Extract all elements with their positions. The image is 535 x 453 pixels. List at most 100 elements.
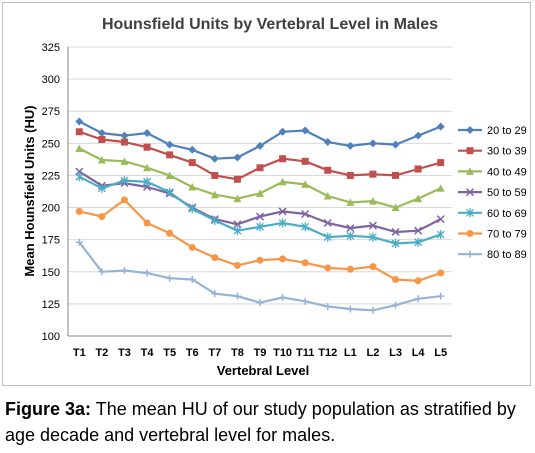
series-60-to-69 bbox=[75, 172, 445, 249]
x-tick-label: L3 bbox=[389, 347, 402, 359]
data-point bbox=[324, 264, 332, 272]
legend-marker bbox=[466, 147, 474, 155]
data-point bbox=[97, 156, 106, 164]
data-point bbox=[346, 224, 355, 233]
legend-label: 40 to 49 bbox=[487, 166, 527, 178]
x-tick-label: L2 bbox=[367, 347, 380, 359]
data-point bbox=[278, 177, 287, 186]
legend-entry: 80 to 89 bbox=[458, 249, 527, 261]
x-axis-ticks: T1 T2 T3 T4 T5 T6 T7 T8 T9 T10 T11 T12 L1 L2 L3 L4 L5 bbox=[73, 347, 447, 359]
x-tick-label: T8 bbox=[231, 347, 244, 359]
legend-label: 80 to 89 bbox=[487, 249, 527, 261]
data-point bbox=[143, 143, 151, 151]
x-tick-label: T1 bbox=[73, 347, 86, 359]
series-40-to-49 bbox=[75, 144, 445, 212]
x-tick-label: T10 bbox=[273, 347, 292, 359]
legend-label: 50 to 59 bbox=[487, 187, 527, 199]
x-tick-label: T5 bbox=[163, 347, 176, 359]
data-point bbox=[165, 187, 174, 197]
y-tick-label: 100 bbox=[42, 331, 60, 343]
data-point bbox=[255, 212, 265, 221]
series-line bbox=[78, 147, 442, 209]
data-point bbox=[233, 175, 241, 183]
legend-label: 30 to 39 bbox=[487, 146, 527, 158]
data-point bbox=[414, 226, 423, 235]
data-point bbox=[301, 209, 310, 219]
caption-text: The mean HU of our study population as s… bbox=[5, 399, 516, 445]
data-point bbox=[166, 229, 174, 237]
y-tick-label: 200 bbox=[42, 203, 60, 215]
legend-marker bbox=[466, 167, 474, 175]
data-point bbox=[98, 213, 106, 221]
data-point bbox=[75, 117, 84, 126]
data-point bbox=[346, 198, 355, 206]
series-line bbox=[78, 120, 442, 160]
data-point bbox=[165, 171, 174, 179]
data-point bbox=[391, 227, 400, 236]
data-point bbox=[143, 129, 152, 138]
data-point bbox=[368, 232, 377, 242]
data-point bbox=[75, 207, 83, 215]
data-point bbox=[346, 171, 354, 179]
data-point bbox=[414, 131, 423, 140]
series-80-to-89 bbox=[75, 238, 445, 314]
x-tick-label: L5 bbox=[434, 347, 447, 359]
data-point bbox=[301, 222, 310, 232]
series-20-to-29 bbox=[75, 117, 445, 163]
y-tick-label: 300 bbox=[42, 74, 60, 86]
y-tick-label: 175 bbox=[42, 235, 60, 247]
data-point bbox=[98, 268, 106, 276]
series-30-to-39 bbox=[75, 128, 445, 183]
data-point bbox=[301, 126, 310, 135]
y-axis-ticks: 100 125 150 175 200 225 250 275 300 325 bbox=[42, 42, 60, 343]
data-point bbox=[391, 239, 400, 249]
data-point bbox=[368, 221, 377, 230]
chart-area bbox=[2, 2, 531, 386]
data-point bbox=[301, 259, 309, 267]
data-point bbox=[324, 302, 332, 310]
data-point bbox=[97, 183, 106, 193]
data-point bbox=[210, 215, 219, 225]
series-lines bbox=[75, 117, 445, 314]
legend: 20 to 29 30 to 39 40 to 49 50 to 59 60 to 69… bbox=[458, 125, 527, 261]
legend-marker bbox=[466, 208, 474, 218]
x-axis-label: Vertebral Level bbox=[217, 363, 310, 378]
data-point bbox=[346, 231, 355, 241]
data-point bbox=[166, 274, 174, 282]
data-point bbox=[143, 177, 152, 187]
data-point bbox=[278, 127, 287, 136]
data-point bbox=[120, 131, 129, 140]
x-tick-label: T2 bbox=[95, 347, 108, 359]
data-point bbox=[165, 140, 174, 149]
data-point bbox=[437, 292, 445, 300]
data-point bbox=[256, 256, 264, 264]
data-point bbox=[98, 135, 106, 143]
data-point bbox=[323, 232, 332, 242]
data-point bbox=[346, 141, 355, 150]
data-point bbox=[278, 207, 287, 216]
legend-marker bbox=[466, 126, 474, 134]
data-point bbox=[368, 197, 377, 205]
data-point bbox=[120, 176, 129, 186]
y-tick-label: 325 bbox=[42, 42, 60, 54]
data-point bbox=[436, 215, 445, 224]
chart-title: Hounsfield Units by Vertebral Level in M… bbox=[102, 16, 438, 33]
y-tick-label: 275 bbox=[42, 106, 60, 118]
data-point bbox=[210, 154, 219, 163]
legend-entry: 50 to 59 bbox=[458, 187, 527, 199]
data-point bbox=[188, 183, 197, 191]
data-point bbox=[279, 155, 287, 163]
data-point bbox=[391, 203, 400, 212]
data-point bbox=[323, 138, 332, 147]
data-point bbox=[436, 122, 445, 131]
legend-entry: 20 to 29 bbox=[458, 125, 527, 137]
data-point bbox=[436, 184, 445, 192]
data-point bbox=[301, 157, 309, 165]
series-70-to-79 bbox=[75, 196, 445, 285]
data-point bbox=[143, 269, 151, 277]
data-point bbox=[414, 165, 422, 173]
data-point bbox=[188, 275, 196, 283]
data-point bbox=[75, 172, 84, 182]
data-point bbox=[369, 306, 377, 314]
data-point bbox=[143, 163, 152, 172]
